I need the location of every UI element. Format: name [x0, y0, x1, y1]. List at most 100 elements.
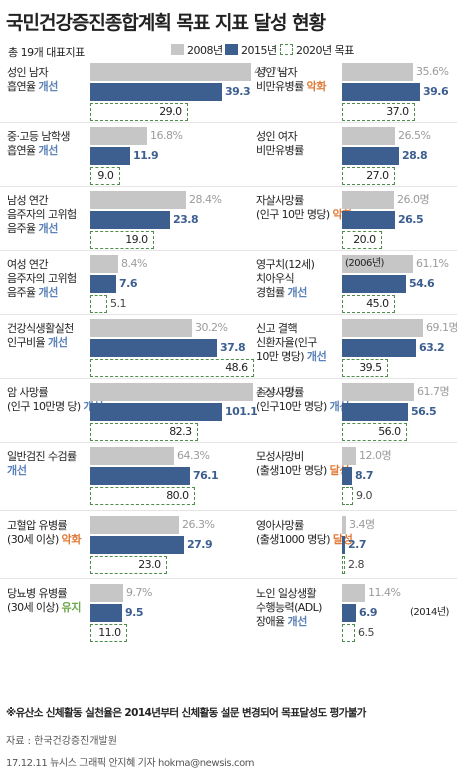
- bar-y2020-6: [90, 423, 198, 441]
- category-line: 흡연율 개선: [7, 144, 59, 157]
- value-label-y2015-14: 63.2: [419, 341, 445, 354]
- bar-y2015-17: [342, 536, 345, 554]
- category-label-18: 노인 일상생활 수행능력(ADL) 장애율 개선: [256, 587, 322, 629]
- status-badge: 개선: [7, 464, 27, 477]
- row-divider-8: [0, 578, 457, 579]
- category-label-6: 암 사망률(인구 10만명 당) 개선: [7, 386, 103, 414]
- category-line: 장애율 개선: [256, 615, 308, 628]
- category-line: 수행능력(ADL): [256, 601, 322, 614]
- legend-2008: 2008년: [171, 43, 223, 57]
- category-line: 음주율 개선: [7, 286, 59, 299]
- value-label-y2015-7: 76.1: [193, 469, 219, 482]
- value-label-y2008-8: 26.3%: [182, 518, 215, 531]
- value-label-y2020-4: 5.1: [110, 297, 127, 310]
- chart-title: 국민건강증진종합계획 목표 지표 달성 현황: [6, 12, 326, 34]
- category-label-15: 손상사망률 (인구10만 명당) 개선: [256, 386, 350, 414]
- value-label-y2020-12: 20.0: [353, 233, 376, 246]
- category-line: 모성사망비: [256, 450, 304, 463]
- bar-y2015-3: [90, 211, 170, 229]
- category-line: 비만유병률 악화: [256, 80, 327, 93]
- status-badge: 개선: [38, 80, 59, 93]
- category-label-16: 모성사망비 (출생10만 명당) 달성: [256, 450, 350, 478]
- status-badge: 개선: [38, 144, 59, 157]
- bar-y2008-9: [90, 584, 123, 602]
- value-label-y2008-4: 8.4%: [121, 257, 147, 270]
- bar-y2008-6: [90, 383, 253, 401]
- category-line: 인구비율 개선: [7, 336, 68, 349]
- value-label-y2020-14: 39.5: [359, 361, 382, 374]
- value-label-y2015-16: 8.7: [355, 469, 374, 482]
- category-label-7: 일반검진 수검률 개선: [7, 450, 77, 478]
- bar-y2015-10: [342, 83, 420, 101]
- footnote: ※유산소 신체활동 실천율은 2014년부터 신체활동 설문 변경되어 목표달성…: [6, 707, 366, 719]
- value-label-y2020-1: 29.0: [159, 105, 182, 118]
- value-label-y2020-10: 37.0: [386, 105, 409, 118]
- bar-y2020-10: [342, 103, 415, 121]
- bar-y2015-16: [342, 467, 352, 485]
- bar-y2008-8: [90, 516, 179, 534]
- category-label-13: 영구치(12세) 치아우식 경험률 개선: [256, 258, 315, 300]
- bar-y2008-5: [90, 319, 192, 337]
- bar-y2008-16: [342, 447, 356, 465]
- bar-y2020-8: [90, 556, 167, 574]
- value-label-y2008-5: 30.2%: [195, 321, 228, 334]
- bar-y2015-6: [90, 403, 222, 421]
- category-label-10: 성인 남자 비만유병률 악화: [256, 66, 326, 94]
- value-label-y2008-12: 26.0명: [397, 193, 430, 206]
- bar-y2008-11: [342, 127, 395, 145]
- category-line: 노인 일상생활: [256, 587, 317, 600]
- chart-subtitle: 총 19개 대표지표: [8, 46, 85, 59]
- value-label-y2020-3: 19.0: [125, 233, 148, 246]
- value-label-y2020-9: 11.0: [98, 626, 121, 639]
- bar-y2020-4: [90, 295, 107, 313]
- bar-y2015-18: [342, 604, 356, 622]
- value-label-y2015-11: 28.8: [402, 149, 428, 162]
- bar-y2020-5: [90, 359, 254, 377]
- bar-y2015-11: [342, 147, 399, 165]
- bar-y2015-7: [90, 467, 190, 485]
- value-label-y2015-12: 26.5: [398, 213, 424, 226]
- category-label-5: 건강식생활실천 인구비율 개선: [7, 322, 74, 350]
- category-label-14: 신고 결핵 신환자율(인구 10만 명당) 개선: [256, 322, 327, 364]
- category-line: 고혈압 유병률: [7, 519, 68, 532]
- row-divider-7: [0, 510, 457, 511]
- row-divider-3: [0, 250, 457, 251]
- category-line: (30세 이상) 유지: [7, 601, 82, 614]
- category-label-9: 당뇨병 유병률 (30세 이상) 유지: [7, 587, 81, 615]
- value-label-y2020-13: 45.0: [366, 297, 389, 310]
- row-divider-4: [0, 314, 457, 315]
- status-badge: 개선: [306, 350, 327, 363]
- bar-y2008-17: [342, 516, 346, 534]
- category-label-1: 성인 남자 흡연율 개선: [7, 66, 58, 94]
- category-label-2: 중·고등 남학생 흡연율 개선: [7, 130, 71, 158]
- value-label-y2015-9: 9.5: [125, 606, 144, 619]
- bar-y2020-15: [342, 423, 407, 441]
- row-divider-1: [0, 122, 457, 123]
- value-label-y2008-7: 64.3%: [177, 449, 210, 462]
- value-label-y2015-5: 37.8: [220, 341, 246, 354]
- category-line: 자살사망률: [256, 194, 304, 207]
- category-label-12: 자살사망률(인구 10만 명당) 악화: [256, 194, 352, 222]
- value-label-y2008-16: 12.0명: [359, 449, 392, 462]
- bar-y2008-10: [342, 63, 413, 81]
- bar-y2015-4: [90, 275, 116, 293]
- category-line: 일반검진 수검률 개선: [7, 450, 77, 477]
- category-line: 음주율 개선: [7, 222, 59, 235]
- value-label-y2008-1: 47.7%: [254, 65, 287, 78]
- category-note-18: (2014년): [410, 607, 449, 618]
- legend-label-2008: 2008년: [187, 43, 223, 57]
- source-note: 자료 : 한국건강증진개발원: [6, 736, 117, 747]
- category-line: 성인 남자: [7, 66, 49, 79]
- value-label-y2008-9: 9.7%: [126, 586, 152, 599]
- bar-y2015-2: [90, 147, 130, 165]
- value-label-y2008-15: 61.7명: [417, 385, 450, 398]
- category-line: 치아우식: [256, 272, 295, 285]
- status-badge: 개선: [38, 286, 59, 299]
- bar-y2015-12: [342, 211, 395, 229]
- status-badge: 악화: [306, 80, 327, 93]
- category-line: (출생1000 명당) 달성: [256, 533, 353, 547]
- bar-y2008-14: [342, 319, 423, 337]
- value-label-y2020-18: 6.5: [358, 626, 375, 639]
- row-divider-6: [0, 442, 457, 443]
- value-label-y2020-5: 48.6: [225, 361, 248, 374]
